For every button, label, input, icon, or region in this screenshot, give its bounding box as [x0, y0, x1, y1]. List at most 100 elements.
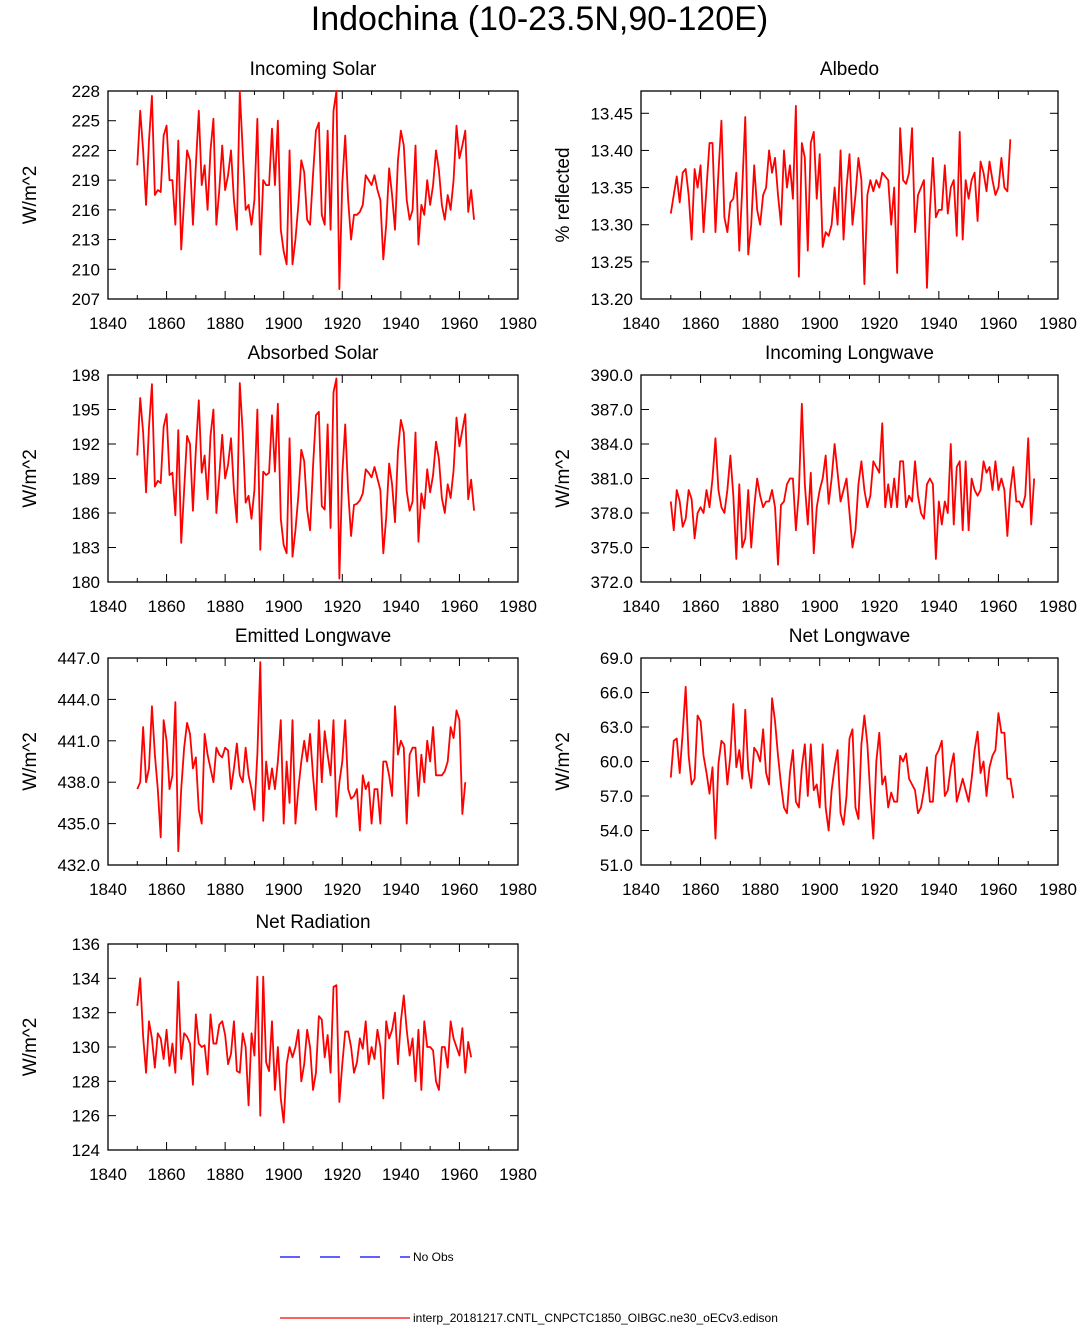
chart-incoming-solar: 1840 1860 1880 1900 1920 1940 1960 1980 207 210 21… [20, 59, 537, 333]
x-tick-label: 1920 [323, 314, 361, 333]
y-tick-label: 438.0 [57, 773, 100, 792]
legend-no-obs-label: No Obs [413, 1250, 454, 1264]
x-tick-label: 1940 [382, 597, 420, 616]
y-tick-label: 186 [72, 504, 100, 523]
chart-albedo: 1840 1860 1880 1900 1920 1940 1960 1980 13.20 13.… [553, 59, 1077, 333]
y-tick-label: 13.45 [590, 104, 633, 123]
y-tick-label: 128 [72, 1072, 100, 1091]
panel-title: Net Radiation [255, 912, 370, 933]
y-tick-label: 432.0 [57, 856, 100, 875]
x-tick-label: 1860 [148, 1165, 186, 1184]
y-tick-label: 69.0 [600, 649, 633, 668]
x-tick-label: 1980 [499, 880, 537, 899]
y-tick-label: 435.0 [57, 815, 100, 834]
legend-model-label: interp_20181217.CNTL_CNPCTC1850_OIBGC.ne… [413, 1311, 778, 1325]
x-tick-label: 1880 [741, 314, 779, 333]
y-tick-label: 210 [72, 260, 100, 279]
y-tick-label: 372.0 [590, 573, 633, 592]
y-tick-label: 66.0 [600, 684, 633, 703]
y-tick-label: 390.0 [590, 366, 633, 385]
y-tick-label: 13.20 [590, 290, 633, 309]
x-tick-label: 1940 [382, 880, 420, 899]
x-tick-label: 1960 [980, 880, 1018, 899]
x-tick-label: 1840 [622, 597, 660, 616]
x-tick-label: 1980 [499, 597, 537, 616]
x-tick-label: 1840 [622, 314, 660, 333]
series-line-net-longwave [669, 685, 1015, 840]
x-tick-label: 1920 [323, 880, 361, 899]
y-tick-label: 195 [72, 401, 100, 420]
chart-incoming-longwave: 1840 1860 1880 1900 1920 1940 1960 1980 372.0 375… [553, 343, 1077, 616]
y-tick-label: 444.0 [57, 690, 100, 709]
y-tick-label: 447.0 [57, 649, 100, 668]
y-tick-label: 375.0 [590, 539, 633, 558]
x-tick-label: 1940 [382, 1165, 420, 1184]
panel-title: Incoming Longwave [765, 343, 934, 364]
chart-absorbed-solar: 1840 1860 1880 1900 1920 1940 1960 1980 180 183 18… [20, 343, 537, 616]
y-tick-label: 54.0 [600, 822, 633, 841]
series-line-emitted-longwave [136, 661, 467, 853]
x-tick-label: 1860 [148, 597, 186, 616]
y-axis-label: % reflected [553, 147, 574, 242]
x-tick-label: 1980 [499, 1165, 537, 1184]
page-title: Indochina (10-23.5N,90-120E) [310, 0, 769, 38]
y-tick-label: 198 [72, 366, 100, 385]
y-axis-label: W/m^2 [20, 449, 41, 508]
x-tick-label: 1920 [860, 597, 898, 616]
y-tick-label: 13.25 [590, 253, 633, 272]
y-tick-label: 219 [72, 171, 100, 190]
x-tick-label: 1840 [89, 314, 127, 333]
y-axis-label: W/m^2 [20, 732, 41, 791]
x-tick-label: 1960 [441, 314, 479, 333]
y-tick-label: 189 [72, 470, 100, 489]
panel-title: Emitted Longwave [235, 626, 391, 647]
x-tick-label: 1900 [265, 314, 303, 333]
x-tick-label: 1980 [1039, 597, 1077, 616]
y-tick-label: 136 [72, 935, 100, 954]
panel-title: Incoming Solar [250, 59, 377, 80]
x-tick-label: 1960 [441, 880, 479, 899]
x-tick-label: 1900 [801, 597, 839, 616]
x-tick-label: 1840 [89, 880, 127, 899]
y-tick-label: 51.0 [600, 856, 633, 875]
chart-net-radiation: 1840 1860 1880 1900 1920 1940 1960 1980 124 126 12… [20, 912, 537, 1184]
y-tick-label: 222 [72, 141, 100, 160]
y-tick-label: 225 [72, 112, 100, 131]
x-tick-label: 1880 [741, 597, 779, 616]
y-tick-label: 381.0 [590, 470, 633, 489]
x-tick-label: 1860 [682, 880, 720, 899]
panel-title: Absorbed Solar [248, 343, 380, 364]
x-tick-label: 1880 [206, 880, 244, 899]
chart-net-longwave: 1840 1860 1880 1900 1920 1940 1960 1980 51.0 54.0… [553, 626, 1077, 899]
plot-frame [640, 657, 1059, 866]
y-tick-label: 57.0 [600, 787, 633, 806]
y-tick-label: 124 [72, 1141, 100, 1160]
legend: No Obs interp_20181217.CNTL_CNPCTC1850_O… [280, 1250, 778, 1325]
x-tick-label: 1860 [148, 314, 186, 333]
y-tick-label: 130 [72, 1038, 100, 1057]
y-axis-label: W/m^2 [553, 449, 574, 508]
x-tick-label: 1960 [441, 1165, 479, 1184]
plot-frame [107, 90, 519, 300]
y-tick-label: 13.40 [590, 141, 633, 160]
y-tick-label: 441.0 [57, 732, 100, 751]
x-tick-label: 1920 [323, 597, 361, 616]
y-tick-label: 60.0 [600, 753, 633, 772]
y-tick-label: 126 [72, 1107, 100, 1126]
x-tick-label: 1840 [622, 880, 660, 899]
y-tick-label: 228 [72, 82, 100, 101]
x-tick-label: 1880 [206, 314, 244, 333]
x-tick-label: 1940 [382, 314, 420, 333]
panel-title: Albedo [820, 59, 879, 80]
y-tick-label: 134 [72, 969, 100, 988]
series-line-albedo [669, 104, 1012, 289]
y-axis-label: W/m^2 [20, 166, 41, 225]
x-tick-label: 1860 [682, 597, 720, 616]
chart-emitted-longwave: 1840 1860 1880 1900 1920 1940 1960 1980 432.0 435… [20, 626, 537, 899]
x-tick-label: 1900 [265, 597, 303, 616]
x-tick-label: 1900 [801, 880, 839, 899]
y-tick-label: 213 [72, 231, 100, 250]
y-tick-label: 180 [72, 573, 100, 592]
y-axis-label: W/m^2 [553, 732, 574, 791]
